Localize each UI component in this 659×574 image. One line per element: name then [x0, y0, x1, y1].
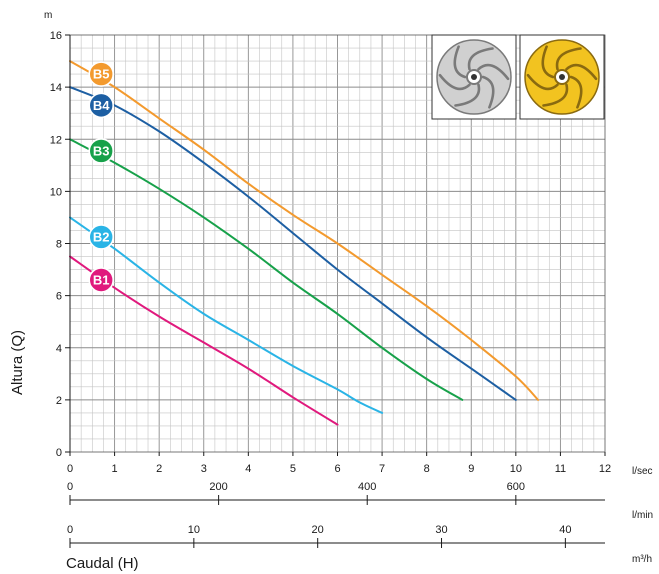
series-line-b3 [69, 138, 464, 401]
series-badge-text: B2 [93, 229, 110, 244]
impeller-vane [555, 47, 582, 71]
chart-series [69, 60, 540, 426]
x-axis-m3h-tick-label: 10 [188, 524, 200, 536]
series-badge-text: B5 [93, 67, 110, 82]
impeller-vane [541, 45, 555, 79]
x-axis-lmin-tick-label: 200 [209, 481, 227, 493]
impeller-icon [519, 34, 605, 120]
x-tick-label-lsec: 4 [245, 463, 251, 475]
y-tick-label: 14 [50, 82, 62, 94]
y-tick-label: 16 [50, 30, 62, 42]
impeller-vane [438, 73, 471, 91]
x-unit-lsec: l/sec [632, 466, 653, 477]
impeller-shaft [559, 74, 565, 80]
x-axis-title: Caudal (H) [66, 555, 139, 572]
series-line-b4 [69, 86, 517, 401]
y-tick-label: 6 [56, 291, 62, 303]
series-badge-b4: B4 [88, 92, 115, 119]
impeller-vane [526, 73, 559, 91]
series-badge-circle [88, 267, 115, 293]
series-badge-b2: B2 [88, 224, 115, 250]
x-axis-lmin-tick-label: 400 [358, 481, 376, 493]
x-axis-lmin-tick-label: 0 [67, 481, 73, 493]
impeller-vane [481, 75, 495, 109]
series-badge-b3: B3 [88, 138, 115, 164]
x-axis-m3h-tick-label: 40 [559, 524, 571, 536]
x-tick-label-lsec: 11 [555, 463, 566, 475]
impeller-vane [542, 83, 569, 107]
series-badge-text: B1 [93, 272, 110, 287]
y-tick-label: 8 [56, 239, 62, 251]
impeller-vane [565, 63, 598, 81]
series-line-b1 [69, 255, 339, 426]
series-labels: B5 B4 B3 B2 B1 [88, 61, 115, 293]
impeller-icon [431, 34, 517, 120]
x-tick-label-lsec: 3 [201, 463, 207, 475]
x-tick-label-lsec: 5 [290, 463, 296, 475]
y-tick-label: 4 [56, 343, 62, 355]
impeller-vane [467, 47, 494, 71]
x-tick-label-lsec: 6 [334, 463, 340, 475]
x-tick-label-lsec: 8 [424, 463, 430, 475]
impeller-vane [477, 63, 510, 81]
x-axis-m3h-tick-label: 20 [312, 524, 324, 536]
x-tick-label-lsec: 1 [112, 463, 118, 475]
y-tick-label: 10 [50, 186, 62, 198]
x-tick-label-lsec: 9 [468, 463, 474, 475]
series-badge-b1: B1 [88, 267, 115, 293]
series-badge-circle [88, 92, 115, 119]
x-tick-label-lsec: 0 [67, 463, 73, 475]
impeller-vane [569, 75, 583, 109]
series-line-b2 [69, 216, 384, 414]
series-badge-text: B3 [93, 143, 110, 158]
series-badge-circle [88, 138, 115, 164]
y-tick-label: 2 [56, 395, 62, 407]
x-axis-m3h-tick-label: 0 [67, 524, 73, 536]
y-axis-title: Altura (Q) [9, 330, 26, 395]
x-axis-m3h-tick-label: 30 [435, 524, 447, 536]
x-tick-label-lsec: 7 [379, 463, 385, 475]
series-line-b5 [69, 60, 540, 401]
x-tick-label-lsec: 10 [510, 463, 522, 475]
series-badge-circle [88, 61, 115, 87]
x-tick-label-lsec: 2 [156, 463, 162, 475]
series-badge-b5: B5 [88, 61, 115, 87]
impeller-shaft [471, 74, 477, 80]
y-tick-label: 0 [56, 447, 62, 459]
series-badge-text: B4 [93, 98, 110, 113]
x-axis-lmin-tick-label: 600 [507, 481, 525, 493]
series-badge-circle [88, 224, 115, 250]
impeller-vane [453, 45, 467, 79]
y-unit-label: m [44, 10, 52, 21]
y-tick-label: 12 [50, 134, 62, 146]
impeller-vane [454, 83, 481, 107]
impeller-images [431, 34, 605, 120]
x-tick-label-lsec: 12 [599, 463, 611, 475]
x-unit-lmin: l/min [632, 510, 653, 521]
x-unit-m3h: m³/h [632, 554, 652, 565]
